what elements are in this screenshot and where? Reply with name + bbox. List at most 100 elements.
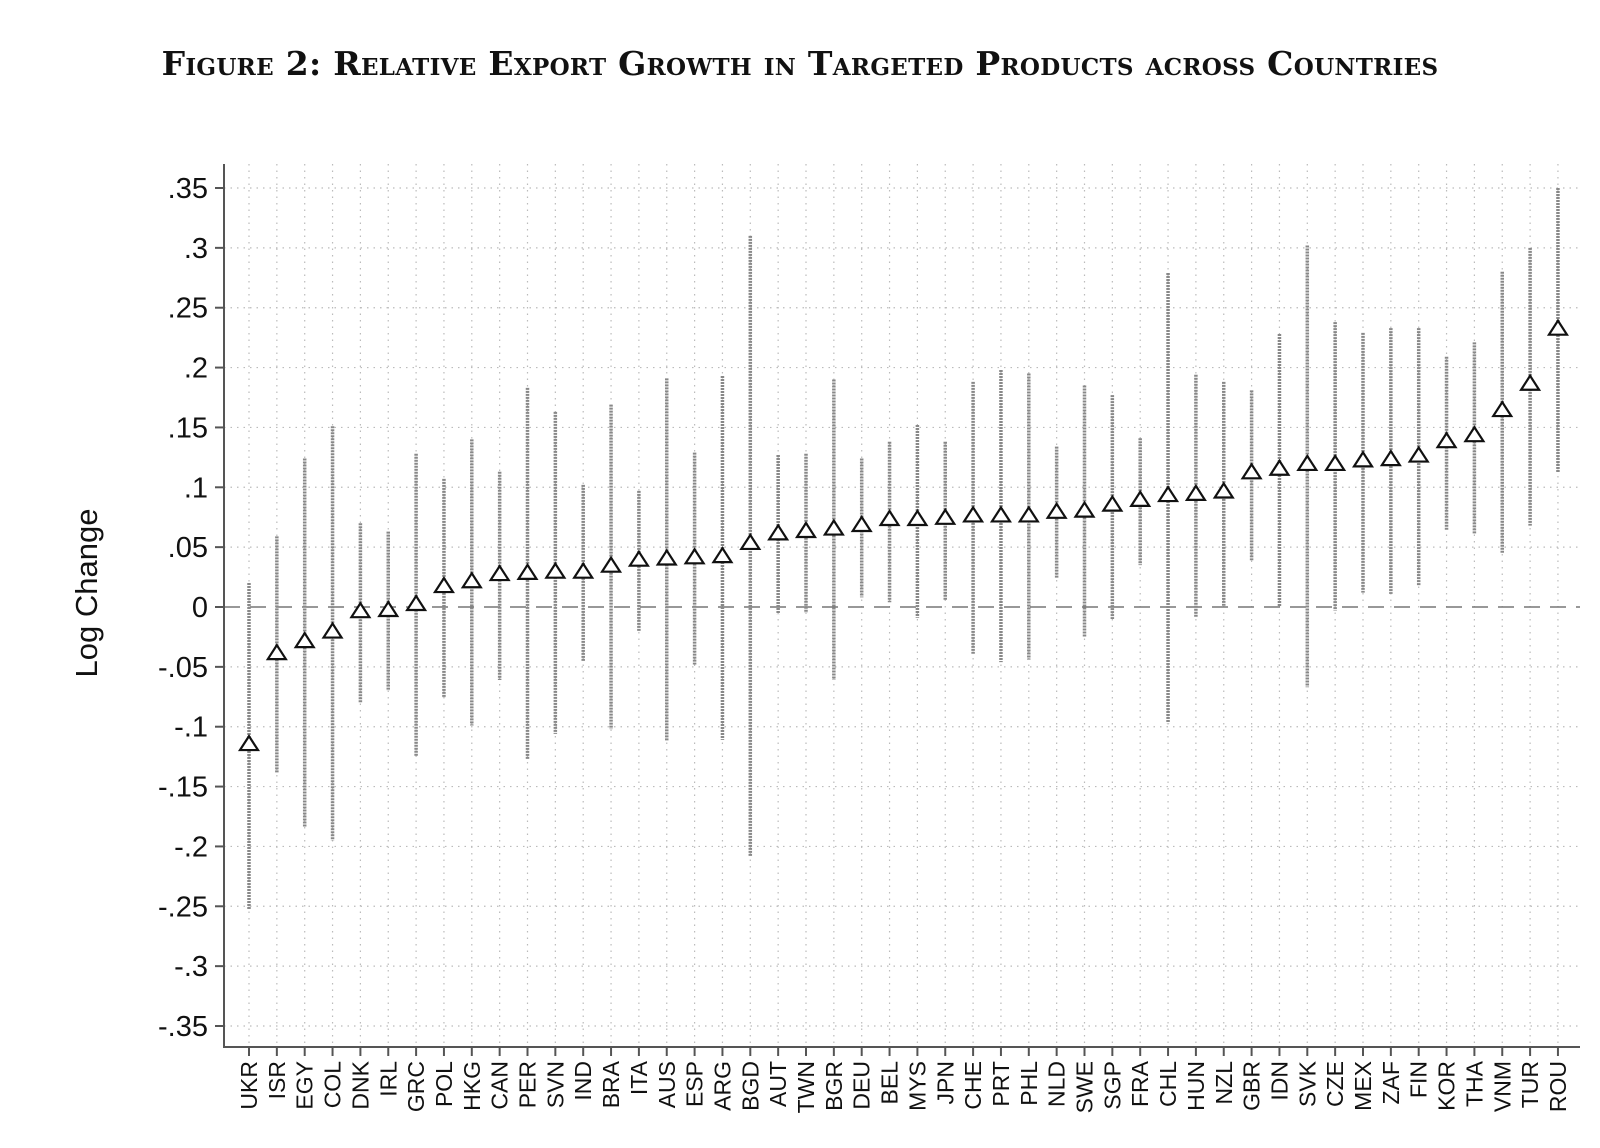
x-tick-label-esp: ESP bbox=[682, 1061, 708, 1107]
y-tick-label: .2 bbox=[184, 353, 208, 385]
x-tick-label-deu: DEU bbox=[849, 1061, 875, 1110]
x-tick-label-isr: ISR bbox=[264, 1061, 290, 1099]
x-tick-label-rou: ROU bbox=[1545, 1061, 1571, 1112]
x-tick-label-phl: PHL bbox=[1016, 1061, 1042, 1106]
marker-aus bbox=[655, 548, 678, 566]
y-tick-label: -.2 bbox=[174, 831, 208, 863]
x-tick-label-gbr: GBR bbox=[1239, 1061, 1265, 1111]
marker-svk bbox=[1296, 453, 1319, 472]
marker-kor bbox=[1435, 431, 1458, 449]
figure-title: Figure 2: Relative Export Growth in Targ… bbox=[161, 44, 1439, 83]
y-tick-label: -.3 bbox=[174, 951, 208, 983]
y-tick-label: -.15 bbox=[158, 772, 208, 804]
marker-che bbox=[962, 505, 985, 523]
marker-ita bbox=[627, 549, 650, 567]
marker-zaf bbox=[1379, 449, 1402, 467]
marker-fra bbox=[1129, 489, 1152, 507]
marker-tha bbox=[1463, 425, 1486, 443]
marker-cze bbox=[1324, 453, 1347, 472]
marker-rou bbox=[1546, 318, 1569, 336]
x-tick-label-che: CHE bbox=[960, 1061, 986, 1110]
x-tick-label-fin: FIN bbox=[1406, 1061, 1432, 1098]
x-tick-label-hkg: HKG bbox=[459, 1061, 485, 1111]
confidence-interval-layer bbox=[247, 188, 1560, 910]
y-tick-label: .3 bbox=[184, 233, 208, 265]
x-tick-label-grc: GRC bbox=[403, 1061, 429, 1112]
x-tick-label-aus: AUS bbox=[654, 1061, 680, 1108]
axis-layer bbox=[215, 164, 1580, 1056]
x-tick-label-svk: SVK bbox=[1294, 1060, 1320, 1107]
x-tick-label-tur: TUR bbox=[1517, 1061, 1543, 1108]
marker-gbr bbox=[1240, 462, 1263, 480]
x-tick-label-bra: BRA bbox=[598, 1060, 624, 1108]
marker-jpn bbox=[934, 507, 957, 525]
x-tick-label-irl: IRL bbox=[375, 1061, 401, 1097]
marker-swe bbox=[1073, 500, 1096, 518]
marker-bgr bbox=[822, 518, 845, 536]
marker-phl bbox=[1017, 505, 1040, 523]
marker-bel bbox=[878, 509, 901, 527]
marker-nzl bbox=[1212, 481, 1235, 499]
x-tick-label-kor: KOR bbox=[1434, 1061, 1460, 1111]
x-tick-label-ita: ITA bbox=[626, 1060, 652, 1095]
x-tick-label-aut: AUT bbox=[765, 1061, 791, 1107]
marker-layer bbox=[237, 318, 1569, 752]
x-tick-label-mys: MYS bbox=[904, 1061, 930, 1111]
marker-isr bbox=[265, 643, 288, 661]
y-tick-label: 0 bbox=[192, 592, 208, 624]
marker-ind bbox=[572, 561, 595, 579]
x-tick-label-pol: POL bbox=[431, 1061, 457, 1107]
marker-dnk bbox=[349, 601, 372, 619]
grid-layer bbox=[224, 164, 1580, 1047]
x-tick-label-mex: MEX bbox=[1350, 1061, 1376, 1111]
x-tick-label-bel: BEL bbox=[877, 1061, 903, 1105]
label-layer: .35 .3 .25 .2 .15 .1 .05 0 -.05 -.1 -.15 -.2 -.25 -.3… bbox=[69, 173, 1571, 1113]
marker-bgd bbox=[739, 532, 762, 551]
marker-chl bbox=[1157, 485, 1180, 503]
y-tick-label: .35 bbox=[168, 173, 208, 205]
marker-pol bbox=[432, 576, 455, 594]
x-tick-label-cze: CZE bbox=[1322, 1061, 1348, 1107]
x-tick-label-zaf: ZAF bbox=[1378, 1061, 1404, 1104]
marker-arg bbox=[711, 546, 734, 564]
x-tick-label-ind: IND bbox=[570, 1061, 596, 1101]
y-axis-title: Log Change bbox=[69, 509, 104, 678]
marker-idn bbox=[1268, 458, 1291, 476]
marker-grc bbox=[405, 594, 428, 612]
x-tick-label-bgr: BGR bbox=[821, 1061, 847, 1111]
y-tick-label: -.05 bbox=[158, 652, 208, 684]
y-tick-label: .15 bbox=[168, 412, 208, 444]
x-tick-label-idn: IDN bbox=[1266, 1061, 1292, 1101]
x-tick-label-prt: PRT bbox=[988, 1061, 1014, 1107]
marker-twn bbox=[794, 521, 818, 539]
x-tick-label-per: PER bbox=[515, 1061, 541, 1108]
marker-deu bbox=[850, 515, 873, 533]
x-tick-label-chl: CHL bbox=[1155, 1061, 1181, 1107]
x-tick-label-bgd: BGD bbox=[737, 1061, 763, 1111]
marker-tur bbox=[1519, 373, 1542, 391]
x-tick-label-sgp: SGP bbox=[1099, 1061, 1125, 1110]
x-tick-label-arg: ARG bbox=[709, 1061, 735, 1111]
marker-fin bbox=[1407, 445, 1430, 463]
y-tick-label: -.1 bbox=[174, 712, 208, 744]
x-tick-label-nld: NLD bbox=[1044, 1061, 1070, 1107]
x-tick-label-col: COL bbox=[320, 1061, 346, 1109]
x-tick-label-fra: FRA bbox=[1127, 1060, 1153, 1107]
x-tick-label-nzl: NZL bbox=[1211, 1061, 1237, 1105]
marker-sgp bbox=[1101, 494, 1124, 512]
x-tick-label-svn: SVN bbox=[542, 1061, 568, 1108]
marker-per bbox=[516, 562, 539, 580]
marker-hkg bbox=[460, 571, 483, 589]
y-tick-label: .1 bbox=[184, 472, 208, 504]
y-tick-label: -.25 bbox=[158, 891, 208, 923]
marker-prt bbox=[989, 505, 1012, 523]
x-tick-label-can: CAN bbox=[487, 1061, 513, 1110]
marker-egy bbox=[293, 631, 316, 649]
marker-nld bbox=[1045, 501, 1068, 519]
x-tick-label-vnm: VNM bbox=[1489, 1061, 1515, 1112]
x-tick-label-dnk: DNK bbox=[347, 1060, 373, 1109]
x-tick-label-hun: HUN bbox=[1183, 1061, 1209, 1111]
marker-esp bbox=[683, 547, 706, 565]
y-tick-label: .25 bbox=[168, 293, 208, 325]
